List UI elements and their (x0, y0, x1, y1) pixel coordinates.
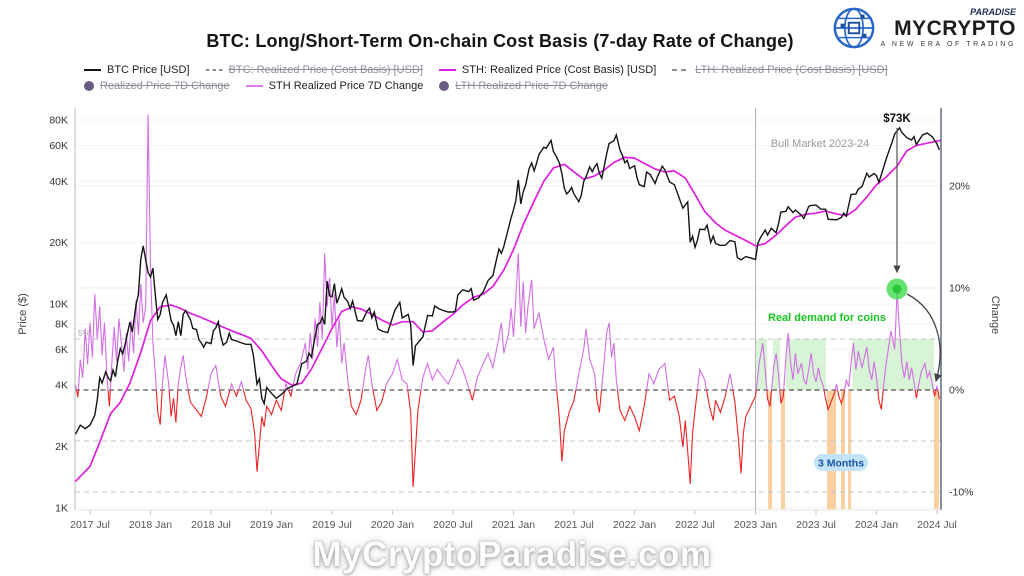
dashed-gridlines (75, 338, 941, 493)
legend-dot-icon (439, 81, 450, 91)
x-axis-tick: 2019 Jul (312, 519, 352, 531)
globe-circuit-icon (833, 7, 874, 49)
legend-item[interactable]: STH Realized Price 7D Change (245, 80, 424, 92)
left-axis-tick: 10K (49, 299, 68, 311)
brand-logo: PARADISE MYCRYPTO A NEW ERA OF TRADING (831, 5, 1016, 51)
sth-7d-change-negative-line (75, 390, 940, 487)
legend-line-icon (245, 85, 263, 87)
left-axis-title: Price ($) (17, 293, 29, 335)
right-axis-tick: 0% (949, 385, 964, 397)
x-axis-tick: 2018 Jul (191, 519, 231, 531)
right-axis-tick: 10% (949, 283, 970, 295)
bull-market-label: Bull Market 2023-24 (771, 138, 869, 150)
curved-arrow (906, 293, 942, 383)
x-axis-tick: 2018 Jan (129, 519, 172, 531)
real-demand-label: Real demand for coins (768, 312, 886, 324)
x-axis-tick: 2021 Jan (492, 519, 535, 531)
brand-tagline-label: A NEW ERA OF TRADING (880, 41, 1016, 48)
green-demand-band (755, 339, 941, 390)
left-axis-tick: 40K (49, 176, 68, 188)
legend-item[interactable]: Realized Price 7D Change (84, 80, 230, 92)
legend-item-label: STH: Realized Price (Cost Basis) [USD] (461, 64, 657, 76)
series-layer (75, 114, 941, 487)
legend-item[interactable]: BTC Price [USD] (84, 64, 190, 76)
sth-realized-price-line (75, 139, 941, 482)
page-title: BTC: Long/Short-Term On-chain Cost Basis… (206, 31, 794, 51)
left-axis-tick: 20K (49, 237, 68, 249)
axes (74, 108, 942, 515)
sth-7d-change-positive-line (75, 114, 939, 390)
legend-item-label: BTC Price [USD] (107, 64, 190, 76)
x-axis-tick: 2019 Jan (250, 519, 293, 531)
x-axis-tick: 2017 Jul (70, 519, 110, 531)
legend-item[interactable]: BTC: Realized Price (Cost Basis) [USD] (205, 64, 423, 76)
brand-name-label: MYCRYPTO (894, 17, 1016, 40)
left-axis-tick: 6K (55, 344, 68, 356)
brand-paradise-label: PARADISE (970, 7, 1016, 17)
legend-dot-icon (84, 81, 94, 91)
three-months-label: 3 Months (818, 458, 864, 470)
legend: BTC Price [USD] BTC: Realized Price (Cost… (84, 64, 984, 96)
x-axis-tick: 2022 Jul (675, 519, 715, 531)
orange-negative-bars (768, 391, 940, 509)
right-axis-tick: 20% (949, 181, 970, 193)
right-axis-tick: -10% (949, 487, 974, 499)
x-axis-tick: 2023 Jul (796, 519, 836, 531)
btc-price-line (75, 126, 941, 435)
tick-labels: 80K 60K 40K 20K 10K 8K 6K 4K 2K 1K 20% 10% 0% -10% 201… (49, 114, 973, 531)
gridlines (75, 119, 941, 509)
annotation-layer: Bull Market 2023-24 $73K Real demand for… (768, 113, 942, 471)
watermark: MyCryptoParadise.com (312, 535, 712, 574)
left-axis-tick: 80K (49, 114, 68, 126)
three-months-chip (814, 454, 868, 471)
left-axis-tick: 8K (55, 318, 68, 330)
x-axis-tick: 2021 Jul (554, 519, 594, 531)
left-axis-tick: 1K (55, 503, 68, 515)
legend-item-label: LTH Realized Price 7D Change (455, 80, 608, 92)
peak-marker-dot (892, 284, 902, 294)
legend-line-icon (438, 69, 456, 71)
legend-item[interactable]: LTH Realized Price 7D Change (439, 80, 608, 92)
legend-item[interactable]: STH: Realized Price (Cost Basis) [USD] (438, 64, 657, 76)
legend-line-icon (205, 69, 223, 71)
legend-line-icon (84, 69, 101, 71)
legend-item-label: LTH: Realized Price (Cost Basis) [USD] (695, 64, 888, 76)
x-axis-tick: 2024 Jan (855, 519, 898, 531)
price-peak-label: $73K (883, 113, 911, 125)
legend-item-label: Realized Price 7D Change (100, 80, 230, 92)
right-axis-title: Change (989, 296, 1001, 335)
left-axis-tick: 4K (55, 380, 68, 392)
x-axis-tick: 2020 Jul (433, 519, 473, 531)
five-percent-gridline-label: 5% (78, 328, 91, 338)
x-axis-tick: 2024 Jul (917, 519, 957, 531)
x-axis-tick: 2020 Jan (371, 519, 414, 531)
left-axis-tick: 2K (55, 441, 68, 453)
legend-line-icon (672, 69, 690, 71)
x-axis-tick: 2022 Jan (613, 519, 656, 531)
legend-item-label: BTC: Realized Price (Cost Basis) [USD] (228, 64, 423, 76)
legend-item[interactable]: LTH: Realized Price (Cost Basis) [USD] (672, 64, 888, 76)
x-axis-tick: 2023 Jan (734, 519, 777, 531)
left-axis-tick: 60K (49, 140, 68, 152)
legend-item-label: STH Realized Price 7D Change (268, 80, 424, 92)
